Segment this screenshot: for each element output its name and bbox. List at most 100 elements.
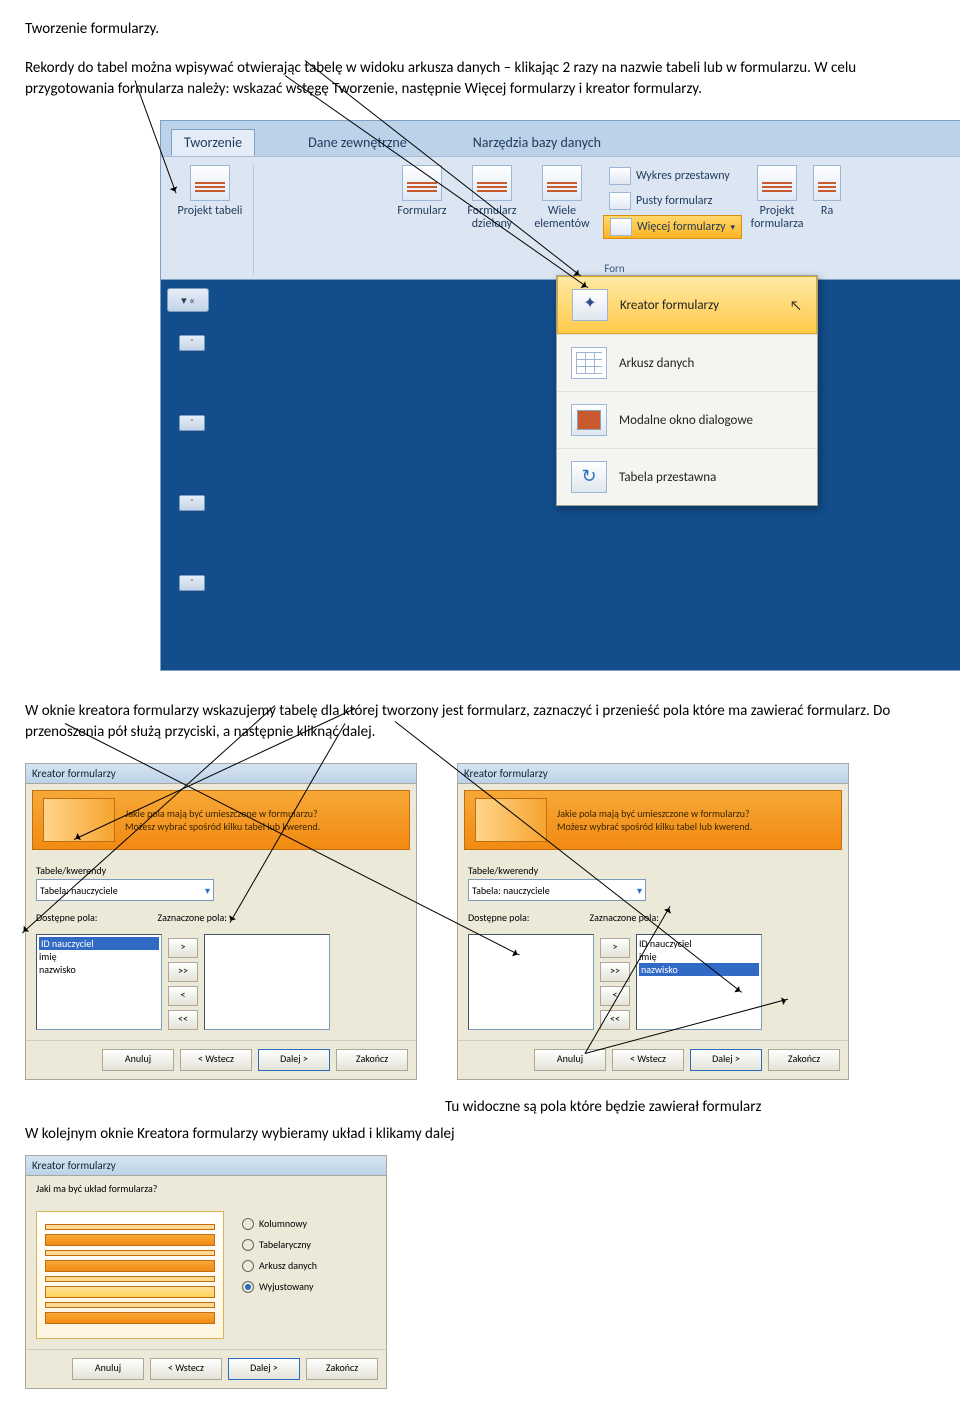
chevron-down-icon: ▾ — [731, 222, 736, 233]
group-label: Forn — [604, 262, 624, 275]
dd-modalne-okno[interactable]: Modalne okno dialogowe — [557, 391, 817, 448]
wizard-dialog-left: Kreator formularzy Jakie pola mają być u… — [25, 763, 417, 1080]
footnote-text: Tu widoczne są pola które będzie zawiera… — [445, 1098, 935, 1116]
btn-wykres-przestawny[interactable]: Wykres przestawny — [603, 165, 742, 187]
next-button[interactable]: Dalej > — [258, 1049, 330, 1071]
move-right-button[interactable]: > — [600, 938, 630, 958]
radio-arkusz-danych[interactable]: Arkusz danych — [242, 1259, 317, 1272]
nav-collapse-3[interactable]: ˆ — [179, 495, 205, 511]
qat-collapse[interactable]: ▾ « — [167, 288, 209, 312]
modal-dialog-icon — [571, 404, 607, 436]
finish-button[interactable]: Zakończ — [306, 1358, 378, 1380]
wizard-layout-dialog: Kreator formularzy Jaki ma być układ for… — [25, 1155, 387, 1389]
list-item[interactable]: ID nauczyciel — [39, 937, 159, 950]
cancel-button[interactable]: Anuluj — [102, 1049, 174, 1071]
selected-label-left: Zaznaczone pola: — [157, 911, 226, 924]
dlg-title-left: Kreator formularzy — [26, 764, 416, 784]
formularz-label: Formularz — [397, 205, 446, 218]
radio-kolumnowy[interactable]: Kolumnowy — [242, 1217, 317, 1230]
dlg-title-right: Kreator formularzy — [458, 764, 848, 784]
more-forms-dropdown: Kreator formularzy ↖ Arkusz danych Modal… — [556, 275, 818, 506]
list-item[interactable]: imię — [39, 950, 159, 963]
dd-label-2: Modalne okno dialogowe — [619, 413, 753, 428]
ribbon-screenshot: Tworzenie Dane zewnętrzne Narzędzia bazy… — [160, 120, 960, 671]
table-selected-left: Tabela: nauczyciele — [40, 884, 118, 897]
dd-label-3: Tabela przestawna — [619, 470, 716, 485]
tab-tworzenie[interactable]: Tworzenie — [171, 129, 255, 156]
next-button[interactable]: Dalej > — [228, 1358, 300, 1380]
dd-tabela-przestawna[interactable]: Tabela przestawna — [557, 448, 817, 505]
selected-label-right: Zaznaczone pola: — [589, 911, 658, 924]
list-item[interactable]: imię — [639, 950, 759, 963]
tab-narzedzia[interactable]: Narzędzia bazy danych — [460, 129, 614, 156]
wizard-banner-icon — [475, 798, 547, 842]
cancel-button[interactable]: Anuluj — [534, 1049, 606, 1071]
table-select-left[interactable]: Tabela: nauczyciele ▾ — [36, 879, 214, 901]
radio-tabelaryczny[interactable]: Tabelaryczny — [242, 1238, 317, 1251]
list-item[interactable]: ID nauczyciel — [639, 937, 759, 950]
more-forms-icon — [610, 218, 632, 236]
finish-button[interactable]: Zakończ — [768, 1049, 840, 1071]
multi-items-icon — [542, 165, 582, 201]
dlg2-title: Kreator formularzy — [26, 1156, 386, 1176]
back-button[interactable]: < Wstecz — [612, 1049, 684, 1071]
move-all-right-button[interactable]: >> — [168, 962, 198, 982]
radio-wyjustowany[interactable]: Wyjustowany — [242, 1280, 317, 1293]
btn-projekt-formularza[interactable]: Projekt formularza — [742, 165, 812, 239]
projekt-formularza-label: Projekt formularza — [742, 205, 812, 231]
available-list-right[interactable] — [468, 934, 594, 1030]
next-button[interactable]: Dalej > — [690, 1049, 762, 1071]
dlg-q2-left: Możesz wybrać spośród kilku tabel lub kw… — [125, 820, 320, 833]
btn-projekt-tabeli[interactable]: Projekt tabeli — [175, 165, 245, 218]
move-left-button[interactable]: < — [168, 986, 198, 1006]
cancel-button[interactable]: Anuluj — [72, 1358, 144, 1380]
nav-collapse-4[interactable]: ˆ — [179, 575, 205, 591]
nav-collapse-1[interactable]: ˆ — [179, 335, 205, 351]
dd-kreator-formularzy[interactable]: Kreator formularzy ↖ — [557, 276, 817, 334]
list-item[interactable]: nazwisko — [39, 963, 159, 976]
dlg-q2-right: Możesz wybrać spośród kilku tabel lub kw… — [557, 820, 752, 833]
back-button[interactable]: < Wstecz — [180, 1049, 252, 1071]
pivot-chart-icon — [609, 167, 631, 185]
cursor-icon: ↖ — [790, 297, 802, 314]
wizard-icon — [572, 289, 608, 321]
move-all-left-button[interactable]: << — [168, 1010, 198, 1030]
back-button[interactable]: < Wstecz — [150, 1358, 222, 1380]
report-icon — [813, 165, 841, 201]
opt-1: Tabelaryczny — [259, 1238, 311, 1251]
available-list-left[interactable]: ID nauczyciel imię nazwisko — [36, 934, 162, 1030]
layout-preview — [36, 1211, 224, 1339]
move-all-right-button[interactable]: >> — [600, 962, 630, 982]
move-right-button[interactable]: > — [168, 938, 198, 958]
dlg-q1-right: Jakie pola mają być umieszczone w formul… — [557, 807, 752, 820]
btn-ra-truncated[interactable]: Ra — [812, 165, 842, 239]
tables-label-right: Tabele/kwerendy — [468, 864, 838, 877]
list-item[interactable]: nazwisko — [639, 963, 759, 976]
wiele-elementow-label: Wiele elementów — [527, 205, 597, 231]
dd-arkusz-danych[interactable]: Arkusz danych — [557, 334, 817, 391]
btn-pusty-formularz[interactable]: Pusty formularz — [603, 190, 742, 212]
btn-formularz[interactable]: Formularz — [387, 165, 457, 239]
blank-form-icon — [609, 192, 631, 210]
wiecej-label: Więcej formularzy — [637, 220, 726, 234]
paragraph-2: W oknie kreatora formularzy wskazujemy t… — [25, 701, 935, 743]
formularz-dzielony-label: Formularz dzielony — [457, 205, 527, 231]
opt-0: Kolumnowy — [259, 1217, 307, 1230]
opt-3: Wyjustowany — [259, 1280, 314, 1293]
btn-wiele-elementow[interactable]: Wiele elementów — [527, 165, 597, 239]
selected-list-right[interactable]: ID nauczyciel imię nazwisko — [636, 934, 762, 1030]
nav-collapse-2[interactable]: ˆ — [179, 415, 205, 431]
move-left-button[interactable]: < — [600, 986, 630, 1006]
pivot-table-icon — [571, 461, 607, 493]
dd-label-0: Kreator formularzy — [620, 298, 719, 313]
finish-button[interactable]: Zakończ — [336, 1049, 408, 1071]
paragraph-3: W kolejnym oknie Kreatora formularzy wyb… — [25, 1124, 935, 1145]
btn-wiecej-formularzy[interactable]: Więcej formularzy ▾ — [603, 215, 742, 239]
projekt-tabeli-label: Projekt tabeli — [178, 205, 243, 218]
opt-2: Arkusz danych — [259, 1259, 317, 1272]
form-design-icon — [757, 165, 797, 201]
chevron-down-icon: ▾ — [205, 884, 210, 897]
tab-dane-zewnetrzne[interactable]: Dane zewnętrzne — [295, 129, 420, 156]
selected-list-left[interactable] — [204, 934, 330, 1030]
datasheet-icon — [571, 347, 607, 379]
